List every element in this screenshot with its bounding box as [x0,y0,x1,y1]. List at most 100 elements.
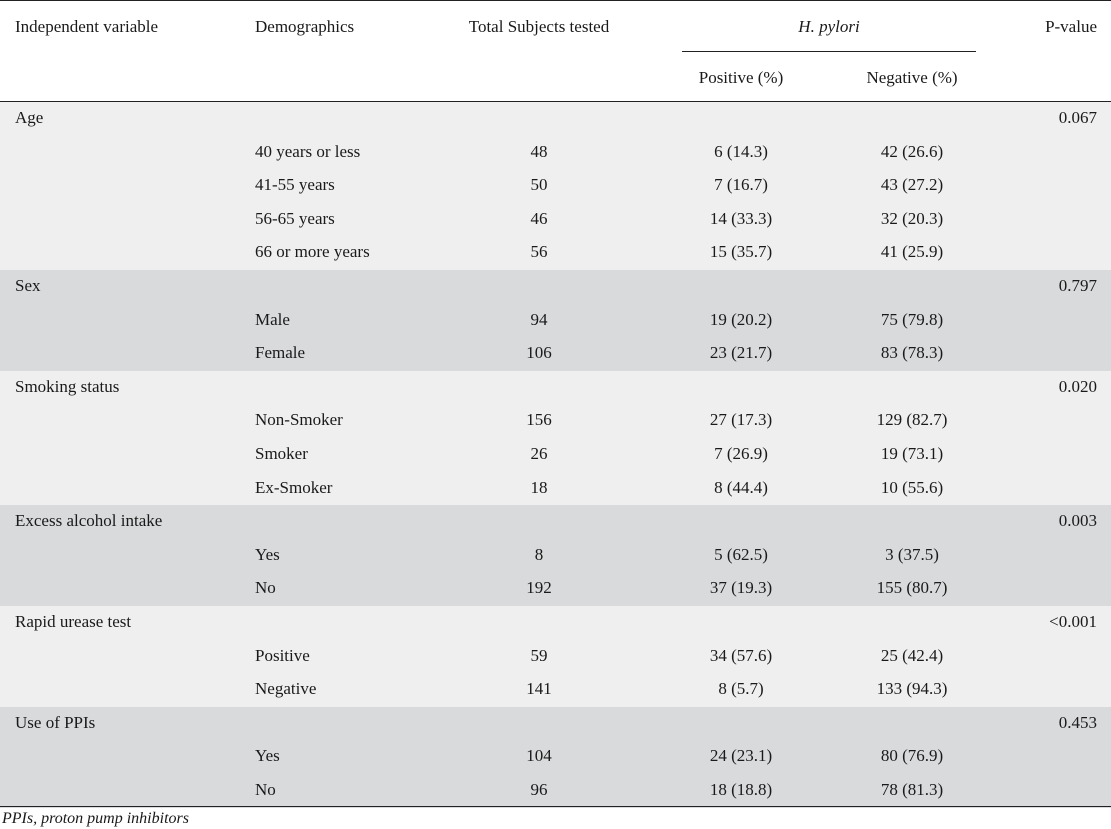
p-value: 0.453 [1058,712,1097,732]
table-row: No 192 37 (19.3) 155 (80.7) [0,572,1111,606]
negative-cell: 32 (20.3) [880,208,944,228]
table-row: 40 years or less 48 6 (14.3) 42 (26.6) [0,136,1111,170]
row-group: Rapid urease test <0.001 Positive 59 34 (57.… [0,606,1111,707]
variable-name: Smoking status [15,376,120,396]
total-cell: 26 [530,443,548,463]
variable-name: Use of PPIs [15,712,96,732]
total-cell: 156 [526,410,552,430]
table-row: Male 94 19 (20.2) 75 (79.8) [0,304,1111,338]
table-row: Rapid urease test <0.001 [0,606,1111,640]
total-cell: 106 [526,343,552,363]
positive-cell: 27 (17.3) [709,410,773,430]
row-group: Age 0.067 40 years or less 48 6 (14.3) 42 (26… [0,102,1111,270]
table-row: Yes 8 5 (62.5) 3 (37.5) [0,539,1111,573]
header-independent-variable: Independent variable [15,17,159,36]
negative-cell: 41 (25.9) [880,242,944,262]
row-group: Excess alcohol intake 0.003 Yes 8 5 (62.5) 3 … [0,505,1111,606]
table-row: Yes 104 24 (23.1) 80 (76.9) [0,740,1111,774]
positive-cell: 7 (16.7) [714,175,768,195]
total-cell: 48 [530,141,548,161]
header-h-pylori: H. pylori [798,17,860,36]
table-row: 56-65 years 46 14 (33.3) 32 (20.3) [0,203,1111,237]
negative-cell: 10 (55.6) [880,477,944,497]
table-footnote: PPIs, proton pump inhibitors [2,810,189,827]
demographic-cell: Ex-Smoker [255,477,333,497]
demographic-cell: 41-55 years [255,175,335,195]
table-row: 41-55 years 50 7 (16.7) 43 (27.2) [0,169,1111,203]
demographic-cell: Yes [255,544,280,564]
demographic-cell: No [255,779,276,799]
positive-cell: 37 (19.3) [709,578,773,598]
positive-cell: 23 (21.7) [709,343,773,363]
positive-cell: 8 (44.4) [714,477,768,497]
positive-cell: 7 (26.9) [714,443,768,463]
total-cell: 50 [530,175,548,195]
demographic-cell: Positive [255,645,310,665]
total-cell: 104 [526,746,552,766]
header-p-value: P-value [1045,17,1097,36]
demographic-cell: Female [255,343,306,363]
positive-cell: 14 (33.3) [709,208,773,228]
positive-cell: 34 (57.6) [709,645,773,665]
header-demographics: Demographics [255,17,355,36]
total-cell: 56 [530,242,548,262]
table-row: Negative 141 8 (5.7) 133 (94.3) [0,673,1111,707]
positive-cell: 6 (14.3) [714,141,768,161]
variable-name: Age [15,108,44,127]
demographic-cell: No [255,578,276,598]
negative-cell: 3 (37.5) [885,544,939,564]
row-group: Sex 0.797 Male 94 19 (20.2) 75 (79.8) Female 10… [0,270,1111,371]
row-group: Use of PPIs 0.453 Yes 104 24 (23.1) 80 (76.9)… [0,706,1111,808]
negative-cell: 83 (78.3) [880,343,944,363]
demographic-cell: Non-Smoker [255,410,343,430]
negative-cell: 133 (94.3) [876,679,948,699]
table-row: Excess alcohol intake 0.003 [0,505,1111,539]
header-rule [0,101,1111,102]
total-cell: 141 [526,679,552,699]
demographic-cell: Male [255,309,290,329]
p-value: 0.020 [1058,376,1097,396]
p-value: 0.797 [1058,276,1097,295]
table-row: Positive 59 34 (57.6) 25 (42.4) [0,640,1111,674]
top-rule [0,0,1111,1]
total-cell: 18 [530,477,548,497]
total-cell: 96 [530,779,548,799]
negative-cell: 129 (82.7) [876,410,948,430]
total-cell: 94 [530,309,548,329]
negative-cell: 42 (26.6) [880,141,944,161]
row-group: Smoking status 0.020 Non-Smoker 156 27 (17.3… [0,370,1111,506]
negative-cell: 43 (27.2) [880,175,944,195]
negative-cell: 155 (80.7) [876,578,948,598]
negative-cell: 75 (79.8) [880,309,944,329]
total-cell: 59 [530,645,548,665]
p-value: 0.067 [1058,108,1097,127]
positive-cell: 8 (5.7) [718,679,764,699]
variable-name: Rapid urease test [15,612,132,631]
demographic-cell: Yes [255,746,280,766]
header-total-subjects: Total Subjects tested [468,17,610,36]
table-row: No 96 18 (18.8) 78 (81.3) [0,774,1111,808]
header-negative: Negative (%) [866,68,958,87]
total-cell: 8 [534,544,544,564]
table-row: Non-Smoker 156 27 (17.3) 129 (82.7) [0,404,1111,438]
table-row: Use of PPIs 0.453 [0,707,1111,741]
h-pylori-rule [682,51,976,52]
p-value: <0.001 [1049,612,1097,631]
demographic-cell: 66 or more years [255,242,370,262]
table-row: Ex-Smoker 18 8 (44.4) 10 (55.6) [0,472,1111,506]
demographic-cell: Smoker [255,443,308,463]
variable-name: Excess alcohol intake [15,511,163,531]
header-positive: Positive (%) [698,68,784,87]
table-row: Smoker 26 7 (26.9) 19 (73.1) [0,438,1111,472]
positive-cell: 18 (18.8) [709,779,773,799]
table-row: Age 0.067 [0,102,1111,136]
negative-cell: 80 (76.9) [880,746,944,766]
demographic-cell: 40 years or less [255,141,361,161]
variable-name: Sex [15,276,41,295]
table-row: Smoking status 0.020 [0,371,1111,405]
positive-cell: 5 (62.5) [714,544,768,564]
table-row: Female 106 23 (21.7) 83 (78.3) [0,337,1111,371]
demographic-cell: 56-65 years [255,208,335,228]
negative-cell: 25 (42.4) [880,645,944,665]
bottom-rule [0,806,1111,807]
